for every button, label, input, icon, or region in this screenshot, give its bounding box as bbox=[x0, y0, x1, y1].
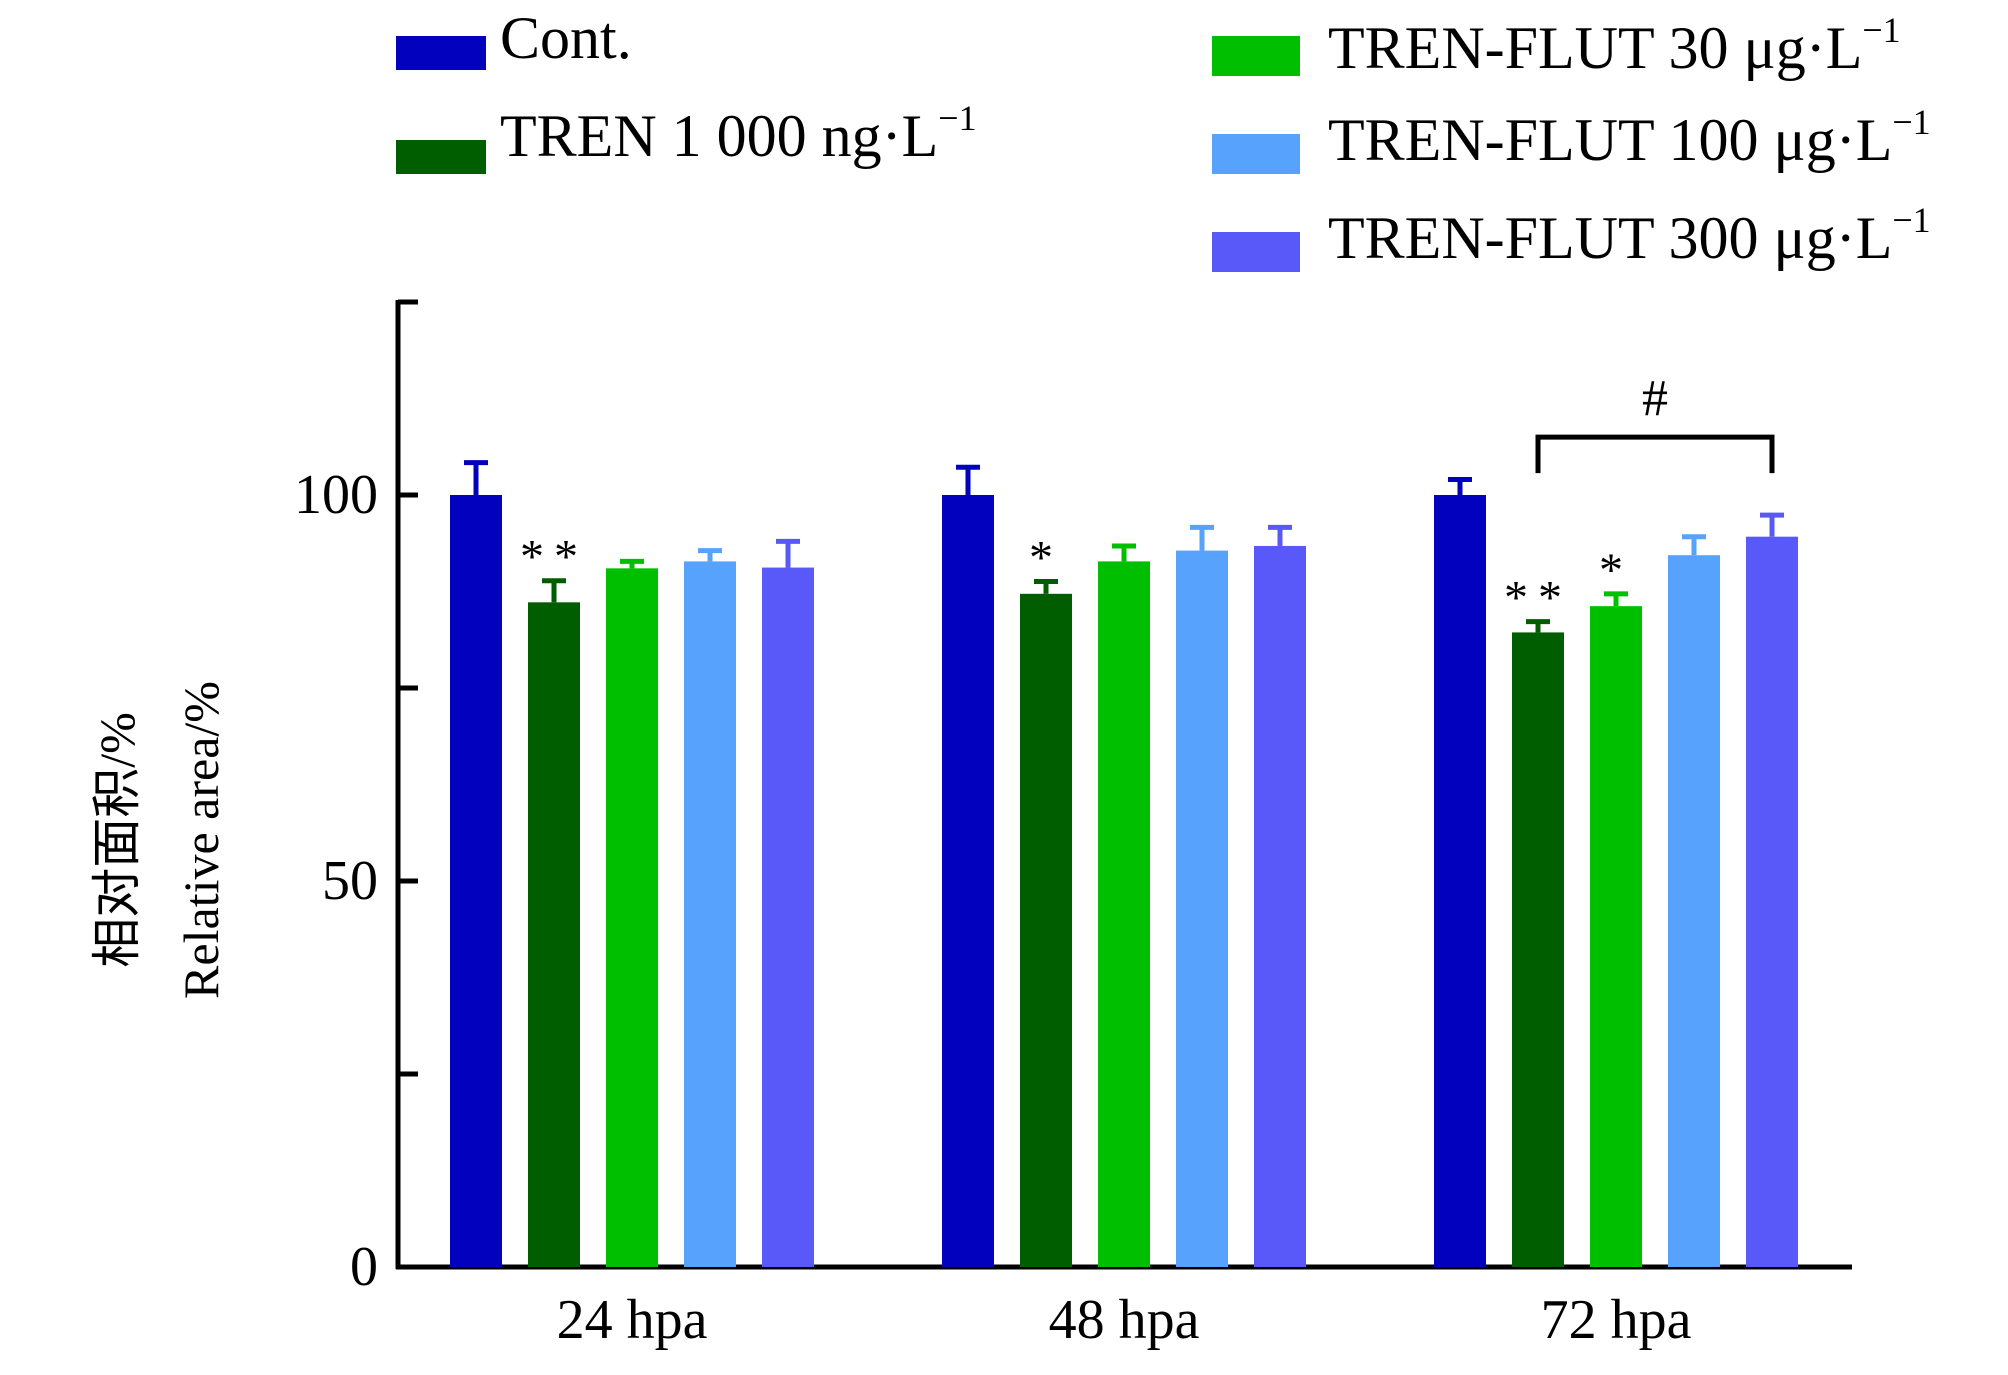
bar bbox=[1512, 632, 1564, 1267]
bracket-label: # bbox=[1642, 370, 1668, 427]
bar bbox=[606, 568, 658, 1267]
legend-item: TREN-FLUT 30 μg·L−1 bbox=[1212, 10, 1901, 81]
y-tick-label: 100 bbox=[294, 464, 378, 526]
legend-swatch bbox=[1212, 134, 1300, 174]
legend-swatch bbox=[1212, 232, 1300, 272]
legend-swatch bbox=[396, 140, 486, 174]
bar bbox=[1590, 606, 1642, 1267]
legend-item: TREN 1 000 ng·L−1 bbox=[396, 98, 977, 174]
legend-label: TREN 1 000 ng·L−1 bbox=[500, 98, 977, 169]
bar bbox=[1176, 550, 1228, 1267]
bar bbox=[1254, 545, 1306, 1267]
bar bbox=[1020, 593, 1072, 1267]
significance-bracket bbox=[1535, 434, 1775, 474]
legend-label: TREN-FLUT 300 μg·L−1 bbox=[1328, 200, 1931, 271]
bar bbox=[762, 567, 814, 1267]
x-tick-label: 24 hpa bbox=[557, 1289, 708, 1351]
y-tick-label: 0 bbox=[350, 1236, 378, 1298]
annotations: ** ****# bbox=[520, 370, 1775, 625]
bar bbox=[450, 495, 502, 1267]
legend-label: TREN-FLUT 100 μg·L−1 bbox=[1328, 102, 1931, 173]
y-axis-label-group: 相对面积/% Relative area/% bbox=[89, 681, 229, 999]
legend-swatch bbox=[396, 36, 486, 70]
bar bbox=[1668, 555, 1720, 1267]
significance-label: * bbox=[1599, 544, 1633, 597]
bar bbox=[1434, 495, 1486, 1267]
bar bbox=[1098, 561, 1150, 1267]
bar bbox=[1746, 536, 1798, 1267]
bar bbox=[684, 561, 736, 1267]
legend-item: Cont. bbox=[396, 5, 632, 71]
y-tick-label: 50 bbox=[322, 850, 378, 912]
legend-label: TREN-FLUT 30 μg·L−1 bbox=[1328, 10, 1901, 81]
bars bbox=[450, 460, 1798, 1267]
bar bbox=[528, 602, 580, 1267]
legend-swatch bbox=[1212, 36, 1300, 76]
legend: Cont. TREN 1 000 ng·L−1 TREN-FLUT 30 μg·L−… bbox=[396, 5, 1931, 272]
legend-item: TREN-FLUT 300 μg·L−1 bbox=[1212, 200, 1931, 272]
x-tick-label: 72 hpa bbox=[1541, 1289, 1692, 1351]
legend-item: TREN-FLUT 100 μg·L−1 bbox=[1212, 102, 1931, 174]
significance-label: ** bbox=[1504, 572, 1572, 625]
y-axis-label: Relative area/% bbox=[173, 681, 229, 999]
y-axis-label-cn: 相对面积/% bbox=[89, 712, 145, 968]
bar bbox=[942, 495, 994, 1267]
significance-label: * bbox=[1029, 531, 1063, 584]
legend-label: Cont. bbox=[500, 5, 632, 71]
significance-label: ** bbox=[520, 531, 588, 584]
x-tick-label: 48 hpa bbox=[1049, 1289, 1200, 1351]
